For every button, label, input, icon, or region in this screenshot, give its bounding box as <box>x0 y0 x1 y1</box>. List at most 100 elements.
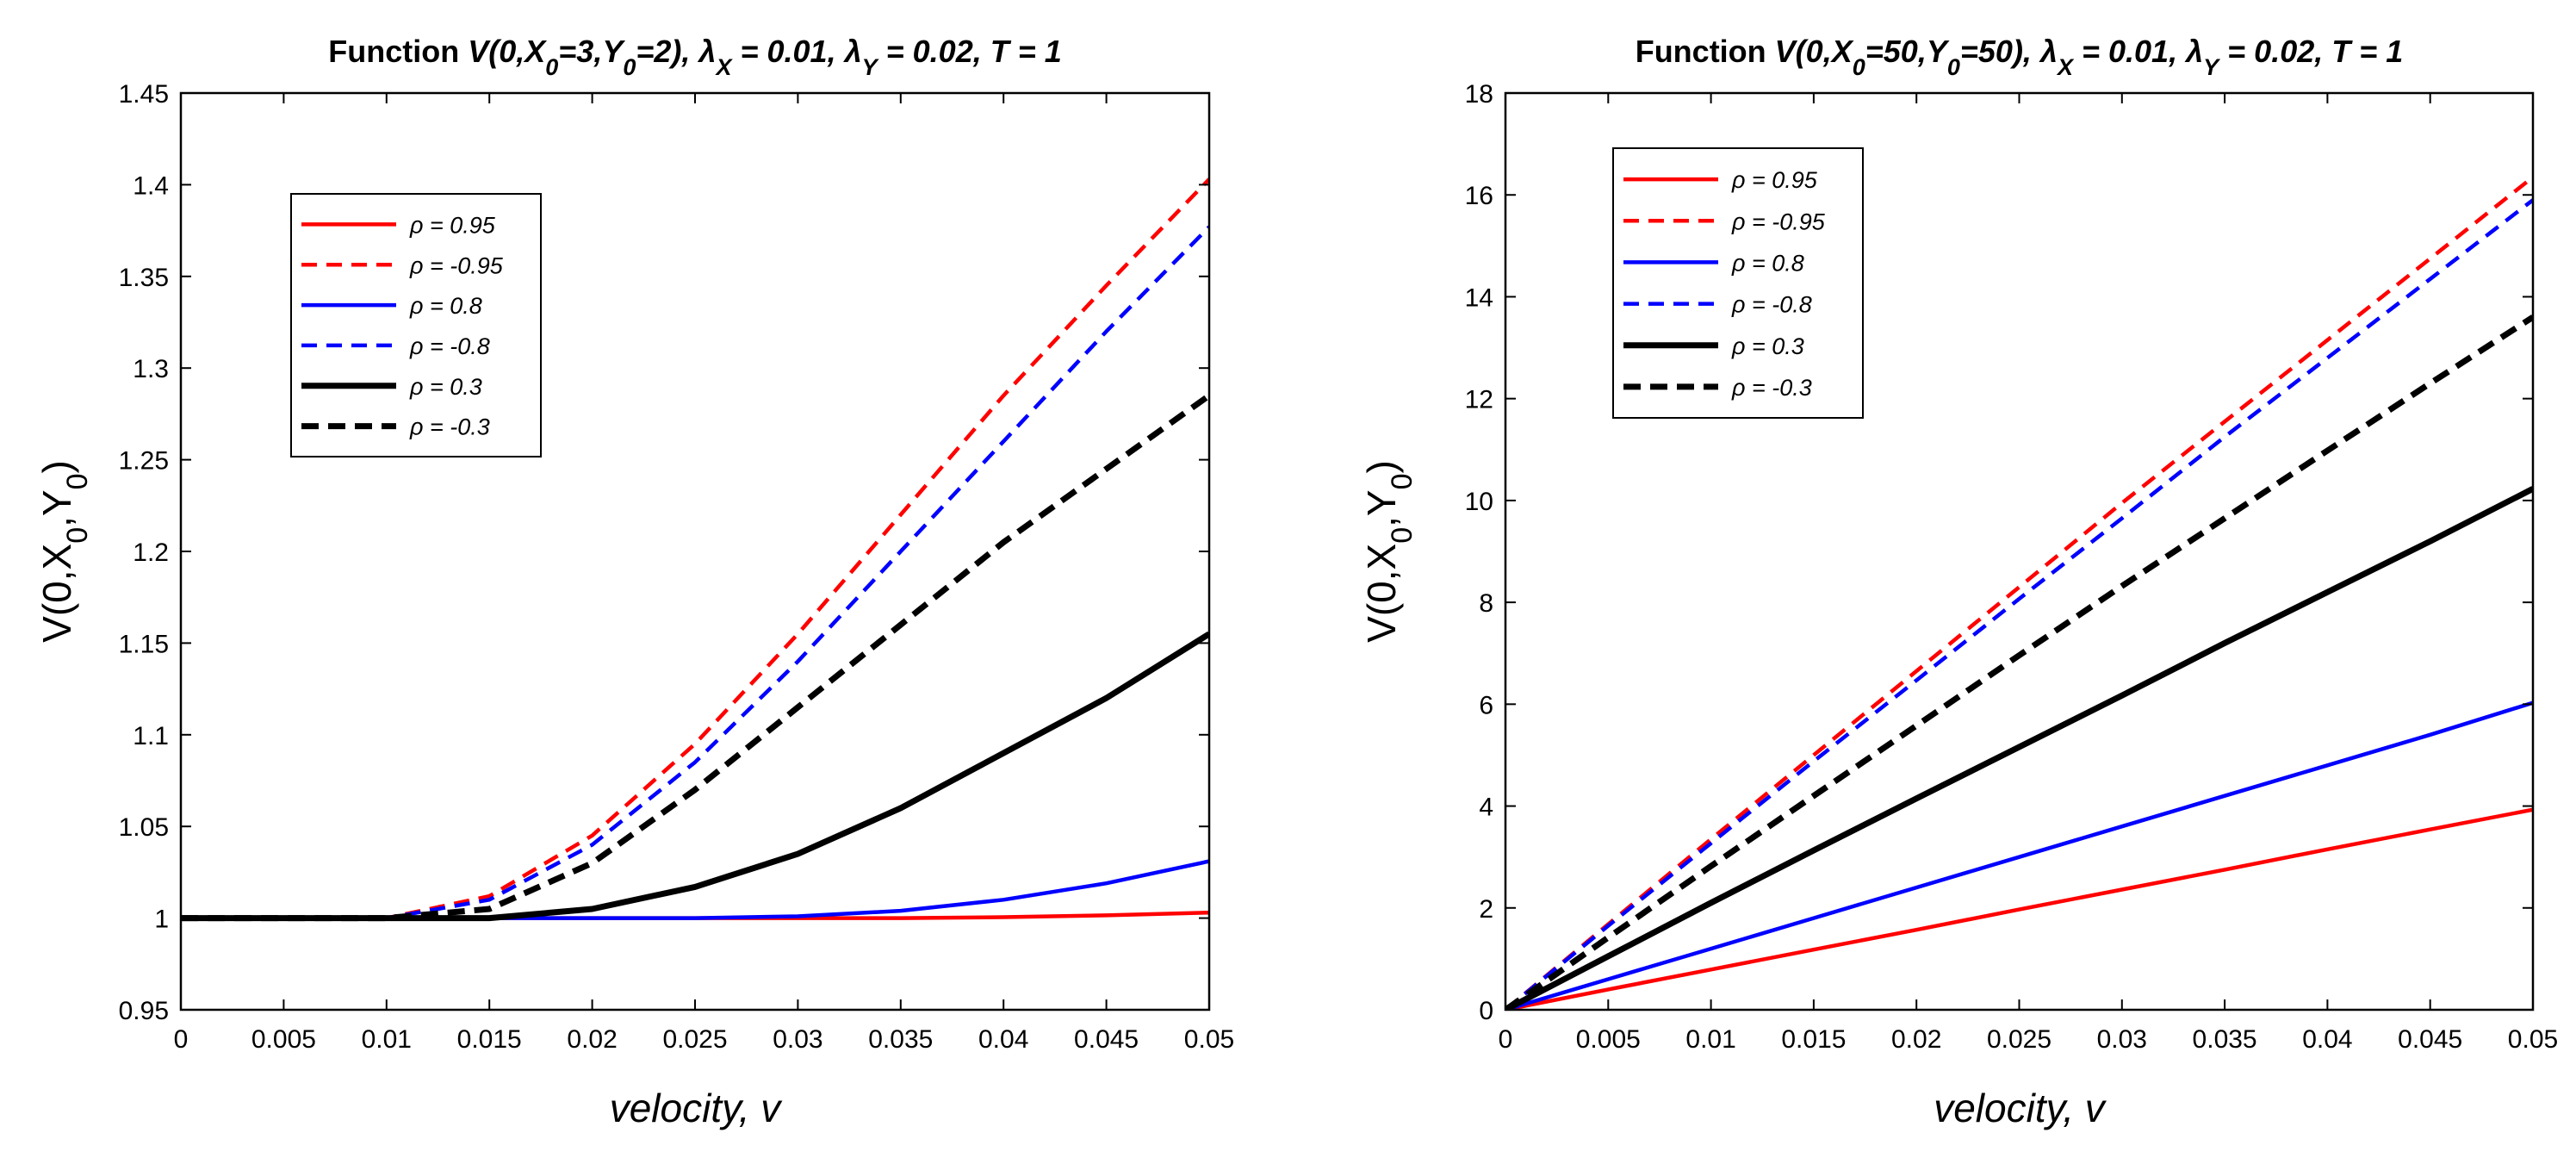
chart-1-xtick-label: 0.04 <box>978 1025 1028 1054</box>
chart-2-ytick-label: 6 <box>1479 691 1493 719</box>
chart-1-series-line-4 <box>181 225 1209 920</box>
chart-2-series-line-4 <box>1505 198 2533 1010</box>
chart-2-xtick-label: 0.035 <box>2193 1025 2257 1054</box>
chart-2-ytick-label: 8 <box>1479 589 1493 618</box>
chart-1-xtick-label: 0.045 <box>1074 1025 1139 1054</box>
chart-2-series-line-1 <box>1505 807 2533 1010</box>
chart-1-ytick-label: 1.1 <box>133 722 169 750</box>
chart-1-ytick-label: 1.45 <box>119 80 169 109</box>
chart-2-series-line-3 <box>1505 700 2533 1010</box>
chart-2-title-prefix: Function <box>1636 34 1775 69</box>
chart-2-title: Function V(0,X0=50,Y0=50), λX = 0.01, λY… <box>1636 34 2404 80</box>
chart-2-xtick-label: 0.03 <box>2097 1025 2147 1054</box>
chart-2-title-part: X <box>2056 54 2075 80</box>
chart-1-ytick-label: 0.95 <box>119 997 169 1025</box>
chart-1-ylabel-part: 0 <box>61 527 94 544</box>
chart-1-xtick-label: 0.01 <box>362 1025 412 1054</box>
chart-1-ytick-label: 1.35 <box>119 264 169 292</box>
chart-2-title-part: = 0.01, <box>2073 34 2186 69</box>
chart-1-legend-label-6: ρ = -0.3 <box>409 414 490 440</box>
chart-2-ytick-label: 16 <box>1465 182 1493 210</box>
chart-2-legend-box <box>1612 147 1864 419</box>
chart-1-ylabel-part: V(0,X <box>34 544 79 643</box>
chart-2-legend: ρ = 0.95 ρ = -0.95 ρ = 0.8 ρ = -0.8 ρ = 0.3 ρ… <box>1612 147 1864 419</box>
chart-2-legend-label-2: ρ = -0.95 <box>1731 209 1826 234</box>
chart-2-xtick-label: 0.005 <box>1576 1025 1641 1054</box>
chart-1-legend-label-1: ρ = 0.95 <box>409 212 496 238</box>
chart-2-xtick-label: 0.015 <box>1781 1025 1846 1054</box>
chart-2-ytick-label: 18 <box>1465 80 1493 109</box>
chart-2-ytick-label: 14 <box>1465 283 1493 312</box>
chart-2-legend-label-4: ρ = -0.8 <box>1731 292 1812 318</box>
chart-1-ytick-label: 1 <box>154 906 169 934</box>
chart-1-xtick-label: 0.03 <box>773 1025 822 1054</box>
chart-2-ylabel-part: 0 <box>1386 473 1418 489</box>
chart-1-title-part: λ <box>697 34 716 69</box>
chart-1-ytick-label: 1.15 <box>119 630 169 658</box>
chart-2: 0 0.005 0.01 0.015 0.02 0.025 0.03 0.035 0.04 0.0… <box>1359 34 2558 1130</box>
chart-1-series-group <box>181 177 1209 922</box>
chart-2-xtick-label: 0.05 <box>2508 1025 2558 1054</box>
chart-1-title-part: 0 <box>623 54 636 80</box>
chart-2-xtick-label: 0.045 <box>2398 1025 2462 1054</box>
chart-2-title-part: λ <box>2039 34 2058 69</box>
chart-2-ylabel: V(0,X0,Y0) <box>1359 460 1418 643</box>
chart-1-title-part: = 0.01, <box>731 34 844 69</box>
chart-1-xtick-label: 0.025 <box>662 1025 727 1054</box>
chart-1-legend-label-4: ρ = -0.8 <box>409 333 490 359</box>
chart-1-ylabel-part: ,Y <box>34 489 79 526</box>
chart-1-legend-label-2: ρ = -0.95 <box>409 252 504 278</box>
chart-2-legend-label-1: ρ = 0.95 <box>1731 167 1818 193</box>
chart-2-ylabel-part: 0 <box>1386 527 1418 544</box>
chart-1-ylabel-part: ) <box>34 460 79 473</box>
chart-1-xtick-label: 0.035 <box>868 1025 933 1054</box>
chart-2-ytick-label: 0 <box>1479 997 1493 1025</box>
chart-1-title-part: 0 <box>545 54 558 80</box>
chart-2-ytick-label: 12 <box>1465 386 1493 414</box>
chart-1-title-part: Y <box>862 54 880 80</box>
chart-1-xtick-label: 0.005 <box>251 1025 316 1054</box>
chart-2-title-part: 0 <box>1853 54 1865 80</box>
chart-1-ytick-label: 1.4 <box>133 171 169 200</box>
chart-1-title-part: V(0,X <box>468 34 547 69</box>
chart-1-title-part: X <box>714 54 733 80</box>
chart-2-ylabel-part: ,Y <box>1359 489 1404 526</box>
chart-2-title-part: V(0,X <box>1775 34 1854 69</box>
chart-2-title-part: =50,Y <box>1865 34 1950 69</box>
chart-2-title-part: = 0.02, T = 1 <box>2219 34 2403 69</box>
chart-1-series-line-2 <box>181 177 1209 920</box>
chart-2-legend-label-5: ρ = 0.3 <box>1731 333 1804 359</box>
chart-1-title-prefix: Function <box>328 34 468 69</box>
chart-2-ytick-label: 4 <box>1479 794 1493 822</box>
chart-2-xtick-label: 0.02 <box>1891 1025 1941 1054</box>
chart-2-title-part: λ <box>2184 34 2203 69</box>
chart-1-xtick-label: 0 <box>174 1025 189 1054</box>
chart-1-series-line-6 <box>181 393 1209 922</box>
chart-1-ytick-label: 1.3 <box>133 355 169 383</box>
chart-1-legend-label-3: ρ = 0.8 <box>409 293 482 319</box>
chart-2-ytick-label: 2 <box>1479 895 1493 924</box>
chart-1-legend-label-5: ρ = 0.3 <box>409 374 482 400</box>
chart-1: 0 0.005 0.01 0.015 0.02 0.025 0.03 0.035 0.04 0.0… <box>34 34 1234 1130</box>
chart-1-title-part: λ <box>843 34 862 69</box>
chart-1-ytick-label: 1.2 <box>133 538 169 567</box>
chart-1-legend: ρ = 0.95 ρ = -0.95 ρ = 0.8 ρ = -0.8 ρ = 0.3 ρ… <box>290 193 542 458</box>
chart-1-xtick-label: 0.015 <box>457 1025 522 1054</box>
chart-1-title-part: =2), <box>636 34 698 69</box>
chart-2-series-line-2 <box>1505 175 2533 1010</box>
chart-2-ylabel-part: ) <box>1359 460 1404 473</box>
chart-2-series-line-6 <box>1505 314 2533 1010</box>
chart-1-ylabel: V(0,X0,Y0) <box>34 460 94 643</box>
chart-1-xtick-label: 0.05 <box>1184 1025 1234 1054</box>
chart-1-xtick-label: 0.02 <box>567 1025 617 1054</box>
chart-2-xtick-label: 0.01 <box>1685 1025 1735 1054</box>
chart-2-ytick-label: 10 <box>1465 488 1493 516</box>
chart-2-xtick-label: 0 <box>1499 1025 1513 1054</box>
chart-2-legend-label-3: ρ = 0.8 <box>1731 250 1804 276</box>
chart-2-series-line-5 <box>1505 486 2533 1010</box>
chart-1-ylabel-part: 0 <box>61 473 94 489</box>
chart-1-title-part: =3,Y <box>558 34 625 69</box>
chart-2-title-part: 0 <box>1947 54 1960 80</box>
chart-1-title: Function V(0,X0=3,Y0=2), λX = 0.01, λY =… <box>328 34 1062 80</box>
